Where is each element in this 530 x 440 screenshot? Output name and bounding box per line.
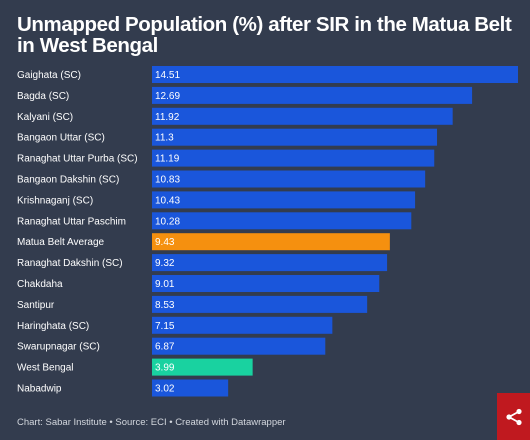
category-label: Ranaghat Dakshin (SC) [17, 258, 123, 269]
category-label: Nabadwip [17, 384, 62, 395]
value-label: 9.32 [155, 258, 175, 269]
bar [152, 233, 390, 251]
value-label: 6.87 [155, 342, 175, 353]
category-label: West Bengal [17, 363, 74, 374]
value-label: 10.43 [155, 195, 180, 206]
value-label: 3.99 [155, 363, 175, 374]
category-label: Chakdaha [17, 279, 63, 290]
bar [152, 66, 518, 83]
category-label: Matua Belt Average [17, 237, 105, 248]
category-label: Ranaghat Uttar Paschim [17, 216, 126, 227]
value-label: 9.43 [155, 237, 175, 248]
bar [152, 107, 453, 125]
chart-title: Unmapped Population (%) after SIR in the… [17, 13, 512, 57]
value-label: 11.92 [155, 112, 180, 123]
share-icon [505, 408, 522, 425]
value-label: 14.51 [155, 70, 180, 81]
category-label: Krishnaganj (SC) [17, 195, 93, 206]
value-label: 12.69 [155, 91, 180, 102]
value-label: 8.53 [155, 300, 175, 311]
share-button[interactable] [497, 393, 530, 440]
value-label: 11.19 [155, 154, 180, 165]
category-label: Bangaon Dakshin (SC) [17, 175, 119, 186]
category-label: Santipur [17, 300, 55, 311]
bar [152, 212, 412, 230]
category-label: Haringhata (SC) [17, 321, 89, 332]
bar [152, 86, 473, 104]
category-label: Swarupnagar (SC) [17, 342, 100, 353]
bar [152, 295, 368, 313]
bar [152, 337, 326, 355]
bar [152, 170, 426, 188]
bar [152, 275, 380, 292]
category-label: Bangaon Uttar (SC) [17, 133, 105, 144]
chart-footer: Chart: Sabar Institute • Source: ECI • C… [17, 417, 286, 428]
bar [152, 254, 388, 272]
value-label: 3.02 [155, 384, 175, 395]
bar [152, 149, 435, 167]
value-label: 9.01 [155, 279, 175, 290]
value-label: 10.28 [155, 216, 180, 227]
category-label: Kalyani (SC) [17, 112, 73, 123]
value-label: 10.83 [155, 175, 180, 186]
value-label: 7.15 [155, 321, 175, 332]
category-label: Gaighata (SC) [17, 70, 81, 81]
bar [152, 358, 253, 376]
category-label: Bagda (SC) [17, 91, 69, 102]
bar [152, 316, 333, 334]
bar [152, 128, 438, 146]
value-label: 11.3 [155, 133, 174, 144]
bar [152, 379, 229, 397]
category-label: Ranaghat Uttar Purba (SC) [17, 154, 138, 165]
bar [152, 191, 416, 209]
